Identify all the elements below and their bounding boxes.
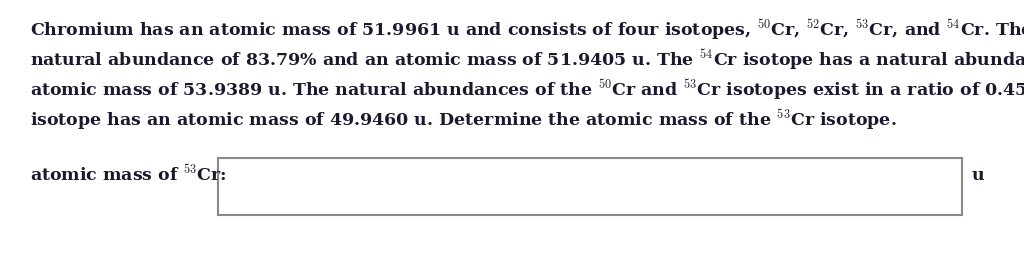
Text: natural abundance of 83.79% and an atomic mass of 51.9405 u. The $^{54}$Cr isoto: natural abundance of 83.79% and an atomi… — [30, 48, 1024, 72]
Text: u: u — [972, 166, 985, 183]
Text: isotope has an atomic mass of 49.9460 u. Determine the atomic mass of the $^{53}: isotope has an atomic mass of 49.9460 u.… — [30, 108, 897, 132]
Text: Chromium has an atomic mass of 51.9961 u and consists of four isotopes, $^{50}$C: Chromium has an atomic mass of 51.9961 u… — [30, 18, 1024, 42]
Text: atomic mass of 53.9389 u. The natural abundances of the $^{50}$Cr and $^{53}$Cr : atomic mass of 53.9389 u. The natural ab… — [30, 78, 1024, 102]
Text: atomic mass of $^{53}$Cr:: atomic mass of $^{53}$Cr: — [30, 165, 226, 185]
Bar — [218, 158, 962, 215]
